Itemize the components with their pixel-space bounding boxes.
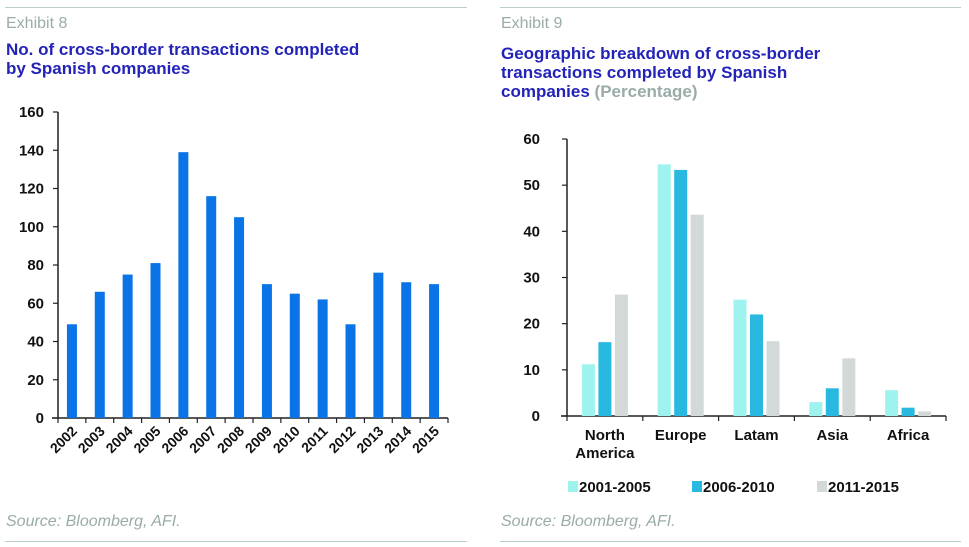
chart-title: No. of cross-border transactions complet… — [6, 40, 359, 78]
x-tick-label: Latam — [734, 427, 778, 444]
bar-latam-2011-2015 — [766, 341, 780, 416]
x-tick-label: 2002 — [47, 423, 80, 456]
chart-title-line: No. of cross-border transactions complet… — [6, 40, 360, 59]
x-tick-label: America — [575, 445, 635, 462]
x-tick-label: 2014 — [381, 423, 414, 456]
bar-latam-2006-2010 — [750, 314, 763, 416]
y-tick-label: 60 — [27, 295, 44, 312]
exhibit-9-panel: Exhibit 9 Geographic breakdown of cross-… — [490, 0, 969, 547]
exhibit-label: Exhibit 8 — [6, 15, 68, 32]
y-tick-label: 120 — [19, 181, 44, 198]
chart-title-line: transactions completed by Spanish — [501, 63, 788, 82]
bar-asia-2011-2015 — [842, 358, 856, 416]
chart-title: Geographic breakdown of cross-border tra… — [501, 44, 820, 101]
y-tick-label: 30 — [523, 270, 540, 287]
bar-latam-2001-2005 — [733, 299, 747, 416]
bar-asia-2001-2005 — [809, 402, 823, 416]
bar-chart-transactions: 0204060801001201401602002200320042005200… — [19, 104, 449, 456]
bar-2006 — [178, 152, 189, 418]
legend-swatch-2001-2005 — [568, 481, 578, 492]
bar-north-america-2001-2005 — [581, 364, 595, 416]
bar-2005 — [150, 263, 161, 418]
y-tick-label: 160 — [19, 104, 44, 121]
bar-asia-2006-2010 — [825, 388, 839, 416]
bar-2012 — [345, 324, 356, 418]
x-tick-label: Asia — [816, 427, 848, 444]
chart-title-line: by Spanish companies — [6, 59, 191, 78]
legend-swatch-2011-2015 — [817, 481, 827, 492]
bar-europe-2011-2015 — [690, 214, 704, 416]
bar-africa-2011-2015 — [918, 411, 932, 416]
source-note: Source: Bloomberg, AFI. — [6, 513, 181, 530]
bottom-divider — [5, 541, 467, 542]
x-tick-label: 2006 — [158, 423, 191, 456]
legend-swatch-2006-2010 — [692, 481, 702, 492]
x-tick-label: 2012 — [325, 423, 358, 456]
x-tick-label: 2007 — [186, 423, 219, 456]
bar-north-america-2011-2015 — [614, 294, 628, 416]
y-tick-label: 80 — [27, 257, 44, 274]
bar-2008 — [234, 217, 245, 418]
bar-2014 — [401, 282, 412, 418]
x-tick-label: 2005 — [130, 423, 163, 456]
x-tick-label: 2010 — [270, 423, 303, 456]
bottom-divider — [500, 541, 961, 542]
x-tick-label: 2013 — [353, 423, 386, 456]
exhibit-label: Exhibit 9 — [501, 15, 563, 32]
bar-2015 — [429, 284, 440, 418]
bar-2003 — [94, 291, 105, 418]
x-tick-label: 2015 — [409, 423, 442, 456]
bar-north-america-2006-2010 — [598, 342, 612, 416]
y-tick-label: 100 — [19, 219, 44, 236]
x-tick-label: 2004 — [102, 423, 135, 456]
x-tick-label: 2008 — [214, 423, 247, 456]
y-tick-label: 10 — [523, 362, 540, 379]
x-tick-label: North — [585, 427, 625, 444]
y-tick-label: 0 — [532, 408, 540, 425]
y-tick-label: 40 — [27, 334, 44, 351]
bar-africa-2006-2010 — [901, 407, 915, 416]
bar-2002 — [66, 324, 77, 418]
x-tick-label: 2011 — [298, 423, 331, 456]
y-tick-label: 140 — [19, 142, 44, 159]
chart-title-line: Geographic breakdown of cross-border — [501, 44, 821, 63]
y-tick-label: 40 — [523, 223, 540, 240]
exhibit-8-panel: Exhibit 8 No. of cross-border transactio… — [0, 0, 480, 547]
chart-title-line: companies — [501, 82, 590, 101]
source-note: Source: Bloomberg, AFI. — [501, 513, 676, 530]
chart-subtitle: (Percentage) — [594, 82, 698, 101]
bar-2013 — [373, 272, 384, 418]
bar-2009 — [261, 284, 272, 418]
bar-africa-2001-2005 — [885, 390, 899, 416]
y-tick-label: 50 — [523, 177, 540, 194]
y-tick-label: 20 — [27, 372, 44, 389]
y-tick-label: 0 — [36, 410, 44, 427]
x-tick-label: Africa — [887, 427, 930, 444]
x-tick-label: 2003 — [75, 423, 108, 456]
legend-label-2006-2010: 2006-2010 — [703, 479, 775, 496]
top-divider — [5, 7, 467, 8]
legend-label-2001-2005: 2001-2005 — [579, 479, 651, 496]
bar-2007 — [206, 196, 217, 418]
x-tick-label: 2009 — [242, 423, 275, 456]
bar-europe-2006-2010 — [674, 169, 688, 416]
bar-2010 — [289, 293, 300, 418]
bar-europe-2001-2005 — [657, 164, 671, 416]
y-tick-label: 60 — [523, 131, 540, 148]
y-tick-label: 20 — [523, 316, 540, 333]
bar-2004 — [122, 274, 133, 418]
bar-2011 — [317, 299, 328, 418]
top-divider — [500, 7, 961, 8]
legend-label-2011-2015: 2011-2015 — [828, 479, 899, 496]
x-tick-label: Europe — [655, 427, 707, 444]
